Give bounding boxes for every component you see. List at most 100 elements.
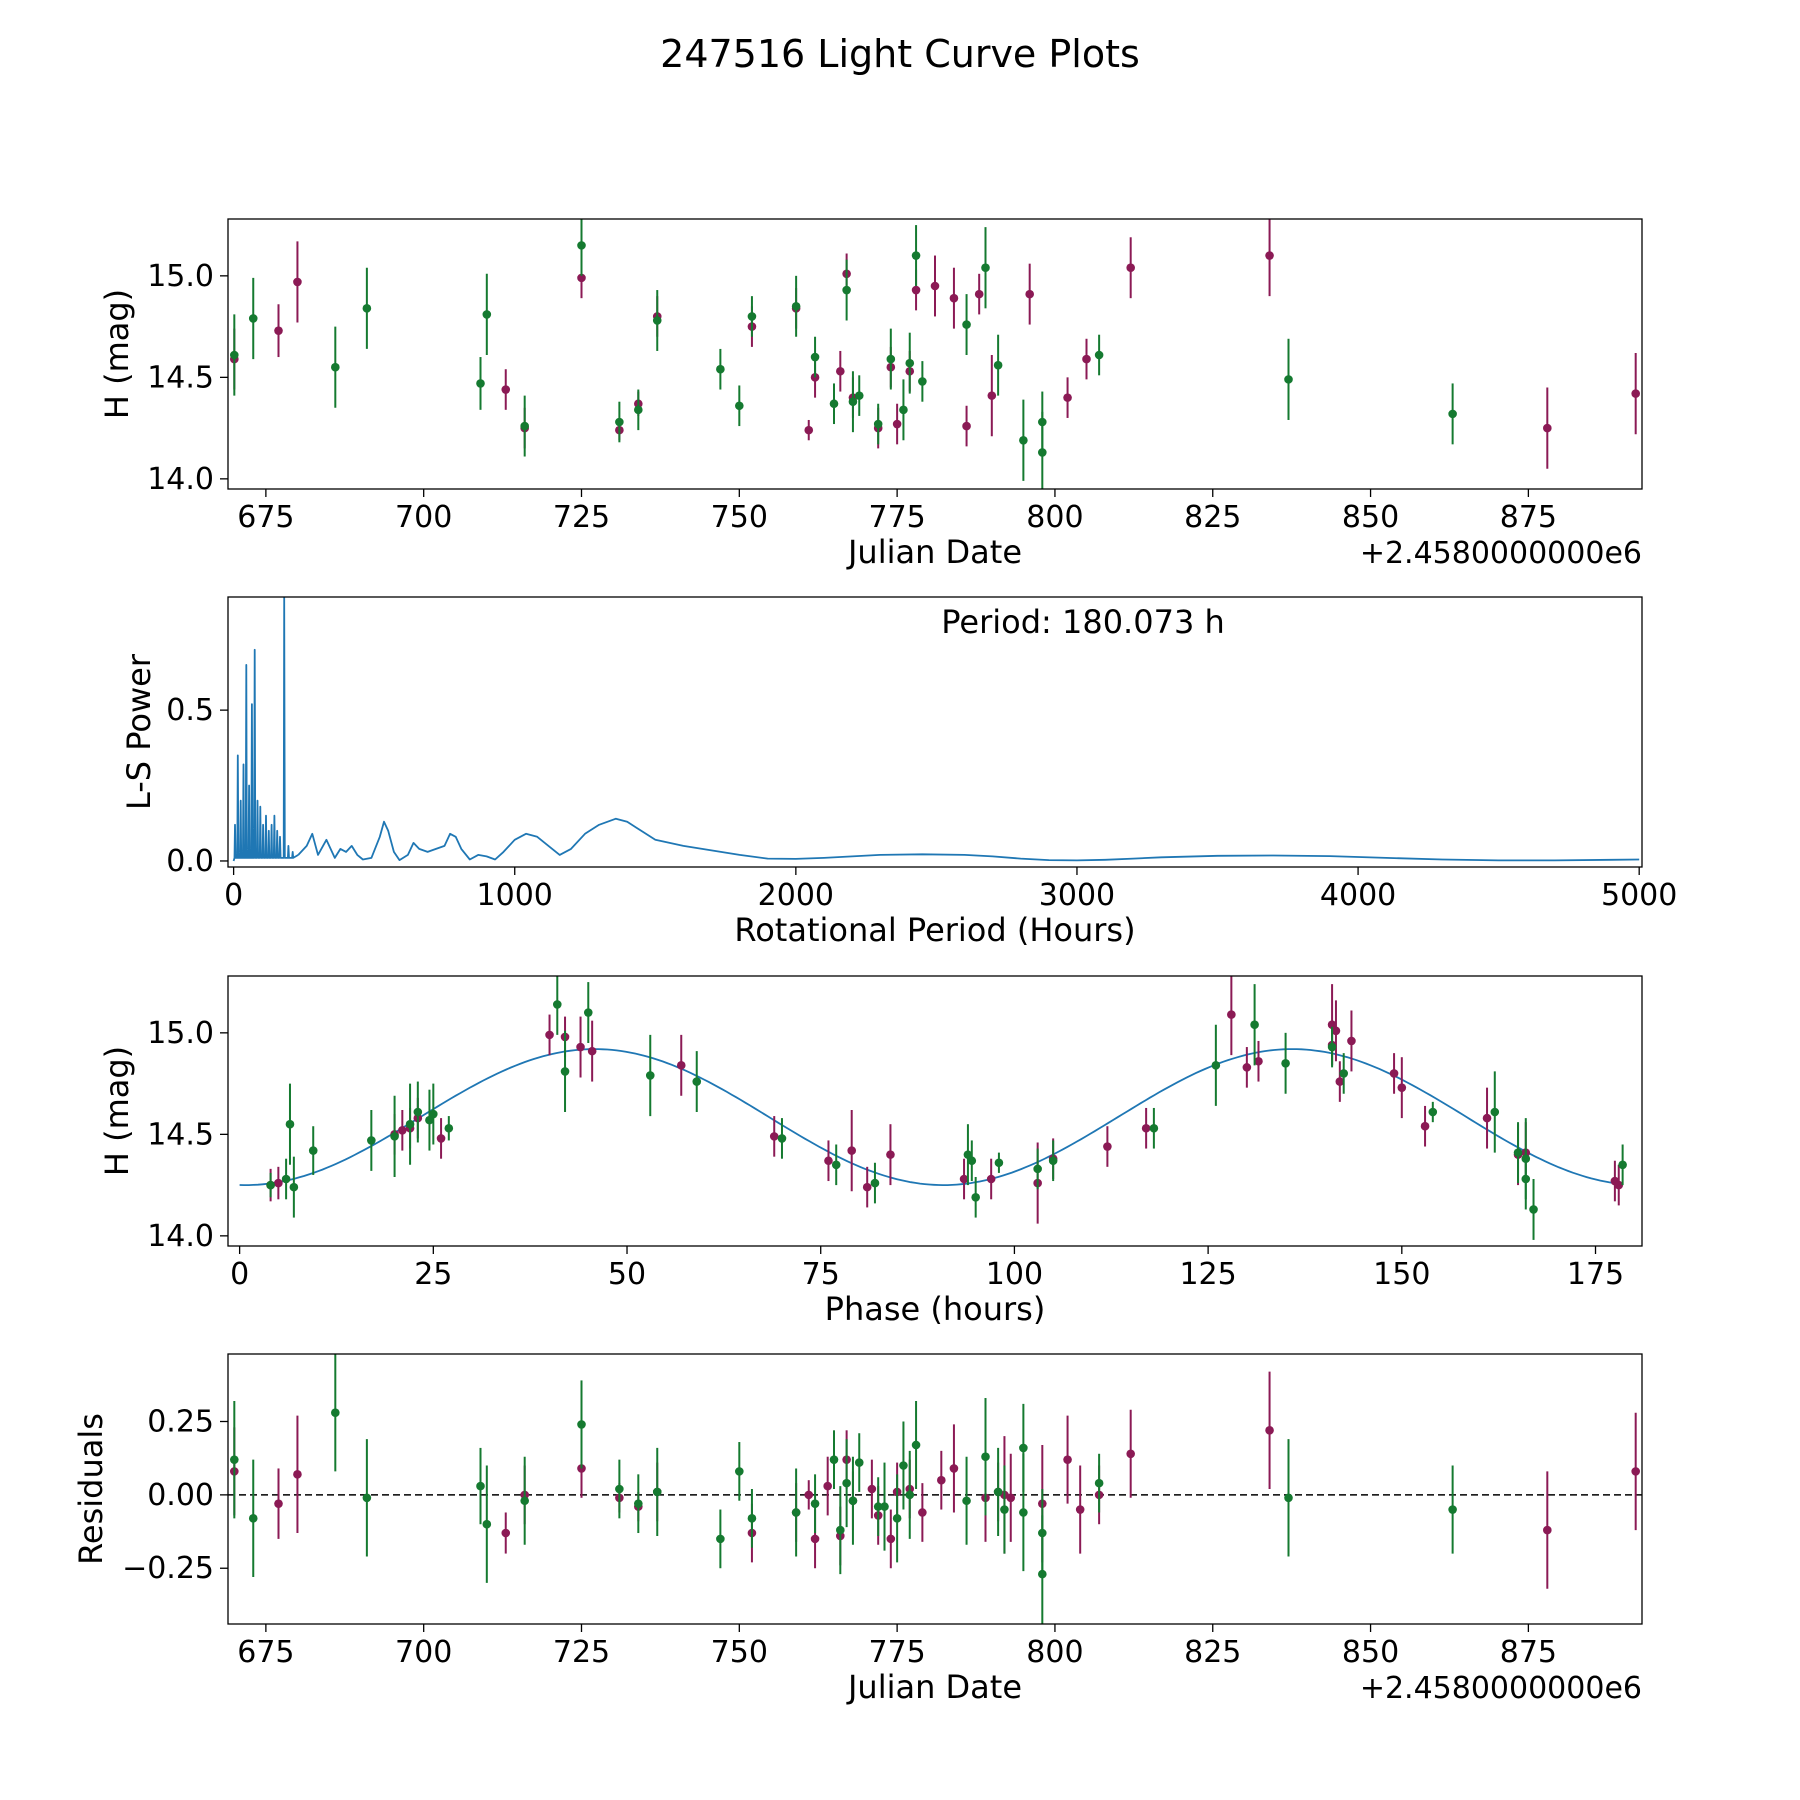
periodogram-ylabel: L-S Power bbox=[120, 653, 158, 810]
phased-axes-frame bbox=[227, 975, 1643, 1247]
lightcurve-ytick-label: 14.0 bbox=[147, 462, 214, 497]
phased-xtick-label: 100 bbox=[986, 1257, 1043, 1292]
residuals-xtick-label: 775 bbox=[868, 1635, 925, 1670]
residuals-red-point bbox=[937, 1475, 946, 1485]
lightcurve-red-point bbox=[836, 366, 845, 376]
phased-red-point bbox=[576, 1042, 585, 1052]
lightcurve-green-point bbox=[993, 360, 1003, 370]
residuals-green-point bbox=[362, 1493, 372, 1503]
residuals-xlabel: Julian Date bbox=[846, 1668, 1022, 1706]
lightcurve-green-point bbox=[476, 379, 485, 388]
residuals-red-point bbox=[823, 1481, 832, 1491]
lightcurve-red-point bbox=[577, 273, 586, 283]
phased-green-point bbox=[1618, 1160, 1627, 1170]
phased-red-point bbox=[1614, 1180, 1624, 1190]
phased-xtick-label: 50 bbox=[608, 1257, 646, 1292]
periodogram-xtick-label: 4000 bbox=[1320, 878, 1396, 913]
periodogram-xtick-label: 5000 bbox=[1601, 878, 1677, 913]
phased-green-point bbox=[281, 1174, 291, 1184]
lightcurve-green-point bbox=[1284, 375, 1293, 384]
residuals-green-point bbox=[1284, 1493, 1293, 1503]
phased-green-point bbox=[405, 1119, 415, 1129]
phased-red-point bbox=[986, 1174, 996, 1184]
residuals-green-point bbox=[854, 1458, 864, 1467]
phased-green-point bbox=[1250, 1020, 1259, 1030]
lightcurve-red-point bbox=[911, 285, 921, 295]
phased-green-point bbox=[552, 1000, 562, 1009]
residuals-green-point bbox=[899, 1461, 908, 1470]
residuals-red-point bbox=[1075, 1505, 1085, 1514]
phased-green-point bbox=[560, 1067, 570, 1076]
residuals-xtick-label: 825 bbox=[1184, 1635, 1241, 1670]
lightcurve-green-point bbox=[899, 405, 908, 415]
phased-green-point bbox=[413, 1107, 423, 1117]
residuals-xtick-label: 875 bbox=[1500, 1635, 1557, 1670]
phased-red-point bbox=[847, 1146, 857, 1155]
residuals-red-point bbox=[293, 1470, 302, 1479]
lightcurve-green-point bbox=[791, 301, 801, 311]
phased-xtick-label: 150 bbox=[1373, 1257, 1430, 1292]
phased-red-point bbox=[959, 1174, 969, 1184]
residuals-red-point bbox=[274, 1499, 283, 1508]
residuals-green-point bbox=[482, 1519, 492, 1529]
lightcurve-green-point bbox=[829, 399, 839, 409]
phased-green-point bbox=[1327, 1042, 1337, 1052]
phased-green-point bbox=[1339, 1069, 1349, 1078]
lightcurve-red-point bbox=[892, 419, 902, 429]
residuals-red-point bbox=[1006, 1493, 1016, 1503]
periodogram-xtick-label: 2000 bbox=[758, 878, 834, 913]
periodogram-axes-frame bbox=[227, 596, 1643, 868]
lightcurve-offset-label: +2.4580000000e6 bbox=[1360, 536, 1642, 571]
phased-red-point bbox=[274, 1178, 283, 1188]
lightcurve-xtick-label: 850 bbox=[1342, 500, 1399, 535]
periodogram-power-curve bbox=[297, 817, 1640, 862]
phased-green-point bbox=[583, 1008, 593, 1017]
lightcurve-green-point bbox=[248, 314, 258, 323]
lightcurve-xtick-label: 675 bbox=[237, 500, 294, 535]
phased-green-point bbox=[1211, 1061, 1221, 1070]
lightcurve-red-point bbox=[810, 373, 820, 382]
residuals-green-point bbox=[1019, 1443, 1028, 1453]
residuals-red-point bbox=[810, 1534, 820, 1544]
phased-xtick-label: 25 bbox=[414, 1257, 452, 1292]
lightcurve-green-point bbox=[520, 421, 529, 431]
residuals-green-point bbox=[873, 1502, 883, 1511]
phased-green-point bbox=[870, 1178, 880, 1188]
residuals-xtick-label: 850 bbox=[1342, 1635, 1399, 1670]
residuals-green-point bbox=[652, 1487, 662, 1497]
phased-green-point bbox=[1033, 1164, 1042, 1174]
phased-xtick-label: 175 bbox=[1567, 1257, 1624, 1292]
residuals-ylabel: Residuals bbox=[72, 1413, 110, 1565]
phased-red-point bbox=[676, 1061, 686, 1070]
lightcurve-green-point bbox=[886, 354, 896, 364]
lightcurve-green-point bbox=[482, 310, 492, 319]
phased-green-point bbox=[285, 1119, 295, 1129]
lightcurve-green-point bbox=[873, 419, 883, 429]
residuals-green-point bbox=[716, 1534, 725, 1544]
lightcurve-green-point bbox=[848, 397, 858, 407]
lightcurve-green-point bbox=[230, 350, 239, 360]
phased-xtick-label: 75 bbox=[802, 1257, 840, 1292]
residuals-green-point bbox=[615, 1484, 624, 1494]
residuals-red-point bbox=[949, 1464, 959, 1473]
phased-green-point bbox=[289, 1182, 299, 1192]
periodogram-power-spikes bbox=[232, 597, 299, 862]
lightcurve-red-point bbox=[1543, 423, 1552, 433]
residuals-green-point bbox=[634, 1499, 643, 1508]
lightcurve-red-point bbox=[1082, 354, 1091, 364]
residuals-red-point bbox=[1126, 1449, 1135, 1459]
residuals-xtick-label: 800 bbox=[1026, 1635, 1083, 1670]
lightcurve-green-point bbox=[615, 417, 624, 427]
lightcurve-green-point bbox=[716, 364, 725, 374]
lightcurve-green-point bbox=[918, 377, 927, 386]
lightcurve-red-point bbox=[1126, 263, 1135, 273]
phased-green-point bbox=[831, 1160, 841, 1170]
periodogram-xtick-label: 1000 bbox=[477, 878, 553, 913]
phased-green-point bbox=[967, 1156, 977, 1166]
lightcurve-green-point bbox=[1038, 448, 1047, 457]
lightcurve-green-point bbox=[842, 285, 851, 295]
phased-red-point bbox=[587, 1046, 597, 1056]
residuals-green-point bbox=[735, 1467, 744, 1476]
figure-title: 247516 Light Curve Plots bbox=[660, 32, 1140, 76]
